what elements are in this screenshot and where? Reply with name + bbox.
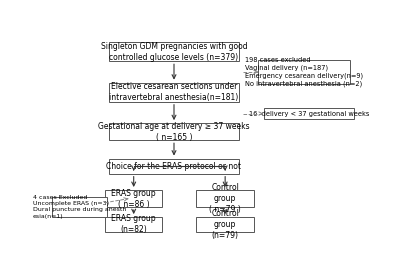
Text: Choice for the ERAS protocol or not: Choice for the ERAS protocol or not <box>106 162 242 171</box>
FancyBboxPatch shape <box>109 123 239 140</box>
FancyBboxPatch shape <box>109 83 239 102</box>
Text: Control
group
(n=79): Control group (n=79) <box>211 209 239 240</box>
Text: Gestational age at delivery ≥ 37 weeks
( n=165 ): Gestational age at delivery ≥ 37 weeks (… <box>98 122 250 142</box>
Text: 4 cases Excluded
Uncomplete ERAS (n=3)
Dural puncture during anesth
esia(n=1): 4 cases Excluded Uncomplete ERAS (n=3) D… <box>33 195 126 219</box>
Text: ERAS group
(n=82): ERAS group (n=82) <box>111 214 156 234</box>
FancyBboxPatch shape <box>105 217 162 232</box>
Text: 16  delivery < 37 gestational weeks: 16 delivery < 37 gestational weeks <box>249 110 369 117</box>
FancyBboxPatch shape <box>196 217 254 232</box>
Text: 198 cases excluded
Vaginal delivery (n=187)
Emergency cesarean delivery(n=9)
No : 198 cases excluded Vaginal delivery (n=1… <box>245 57 363 87</box>
FancyBboxPatch shape <box>105 190 162 207</box>
Text: Singleton GDM pregnancies with good
controlled glucose levels (n=379): Singleton GDM pregnancies with good cont… <box>101 42 247 62</box>
FancyBboxPatch shape <box>196 190 254 207</box>
FancyBboxPatch shape <box>109 42 239 62</box>
FancyBboxPatch shape <box>52 197 106 217</box>
FancyBboxPatch shape <box>264 108 354 119</box>
Text: Control
group
( n=79 ): Control group ( n=79 ) <box>209 183 241 214</box>
Text: ERAS group
( n=86 ): ERAS group ( n=86 ) <box>111 189 156 209</box>
FancyBboxPatch shape <box>258 60 350 84</box>
Text: Elective cesarean sections under
intravertebral anesthesia(n=181): Elective cesarean sections under intrave… <box>109 82 239 102</box>
FancyBboxPatch shape <box>109 159 239 174</box>
